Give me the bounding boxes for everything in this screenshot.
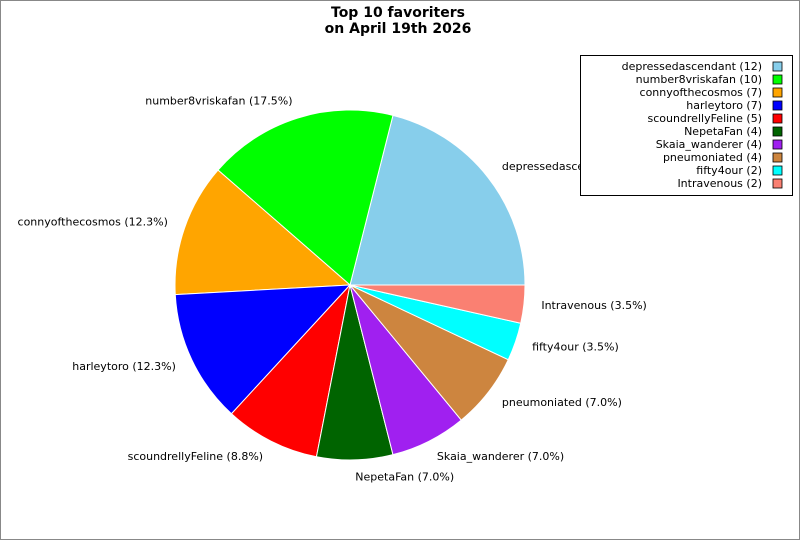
slice-label: harleytoro (12.3%)	[72, 360, 176, 373]
legend-swatch	[772, 165, 783, 176]
legend-label: number8vriskafan (10)	[636, 73, 762, 86]
legend-swatch	[772, 100, 783, 111]
slice-label: NepetaFan (7.0%)	[355, 470, 454, 483]
slice-label: Skaia_wanderer (7.0%)	[437, 450, 564, 463]
legend-swatch	[772, 113, 783, 124]
legend-label: depressedascendant (12)	[622, 60, 762, 73]
legend-box	[580, 55, 793, 196]
slice-label: scoundrellyFeline (8.8%)	[128, 450, 263, 463]
pie: depressedascendant (21.1%)number8vriskaf…	[18, 94, 664, 483]
legend-swatch	[772, 87, 783, 98]
legend-swatch	[772, 74, 783, 85]
pie-slice	[174, 169, 352, 296]
slice-label: pneumoniated (7.0%)	[502, 396, 622, 409]
legend-label: Skaia_wanderer (4)	[656, 138, 762, 151]
pie-slice	[349, 114, 526, 286]
chart-title: Top 10 favoriters	[331, 5, 465, 21]
pie-slice	[230, 283, 351, 458]
legend-swatch	[772, 178, 783, 189]
slice-label: Intravenous (3.5%)	[541, 299, 647, 312]
chart-title: on April 19th 2026	[325, 21, 472, 37]
legend-swatch	[772, 139, 783, 150]
legend-label: NepetaFan (4)	[684, 125, 762, 138]
pie-slice	[174, 284, 352, 415]
legend-label: scoundrellyFeline (5)	[647, 112, 762, 125]
legend-label: Intravenous (2)	[677, 177, 762, 190]
slice-label: fifty4our (3.5%)	[532, 341, 619, 354]
legend-swatch	[772, 61, 783, 72]
legend-label: harleytoro (7)	[686, 99, 762, 112]
legend: depressedascendant (12)number8vriskafan …	[580, 55, 793, 196]
legend-swatch	[772, 126, 783, 137]
legend-label: pneumoniated (4)	[663, 151, 762, 164]
legend-swatch	[772, 152, 783, 163]
legend-label: fifty4our (2)	[696, 164, 762, 177]
slice-label: connyofthecosmos (12.3%)	[18, 215, 168, 228]
legend-label: connyofthecosmos (7)	[640, 86, 762, 99]
slice-label: number8vriskafan (17.5%)	[145, 94, 292, 107]
pie-slice	[349, 284, 526, 324]
pie-slice	[217, 109, 394, 286]
